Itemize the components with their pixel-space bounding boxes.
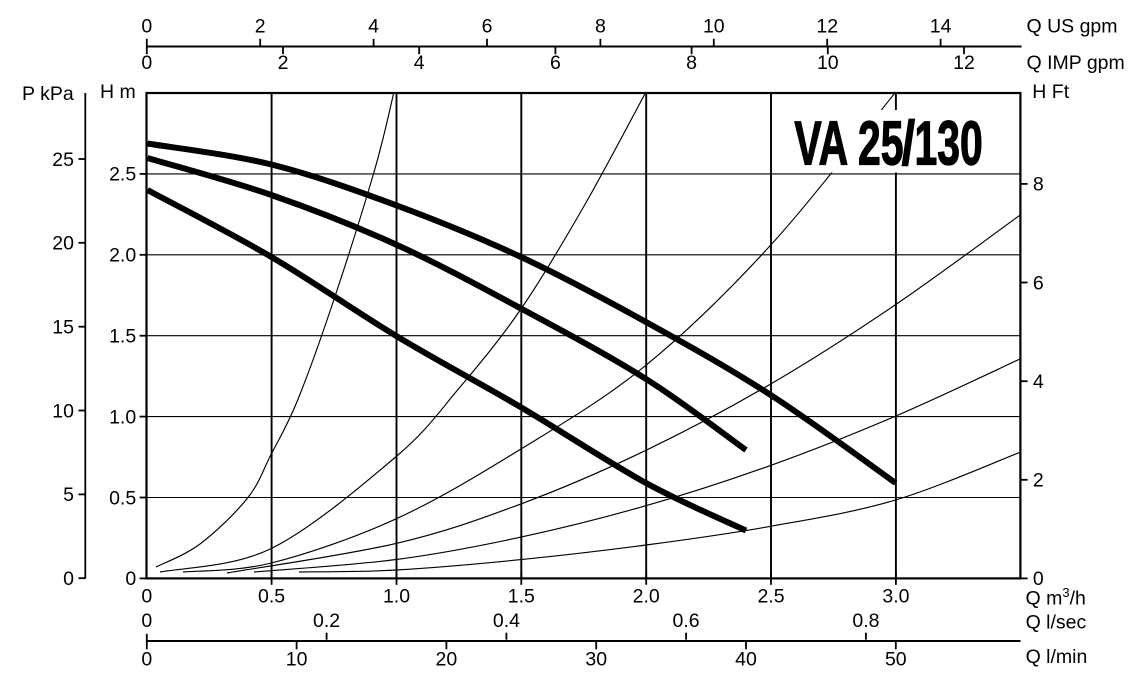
svg-text:0: 0 (141, 585, 152, 607)
svg-text:2.0: 2.0 (109, 245, 136, 267)
svg-text:1.5: 1.5 (508, 585, 535, 607)
svg-text:0: 0 (141, 649, 152, 671)
svg-text:0: 0 (141, 52, 152, 74)
svg-text:130: 130 (915, 109, 983, 179)
svg-text:4: 4 (368, 15, 379, 37)
svg-text:2.5: 2.5 (109, 164, 136, 186)
svg-text:20: 20 (436, 649, 458, 671)
svg-text:H m: H m (100, 81, 136, 103)
svg-text:2: 2 (278, 52, 289, 74)
svg-text:0.8: 0.8 (852, 610, 879, 632)
svg-text:12: 12 (816, 15, 838, 37)
svg-text:1.0: 1.0 (383, 585, 410, 607)
svg-text:2.0: 2.0 (633, 585, 660, 607)
svg-text:8: 8 (686, 52, 697, 74)
svg-text:0.4: 0.4 (493, 610, 520, 632)
svg-text:1.0: 1.0 (109, 406, 136, 428)
svg-text:0: 0 (125, 568, 136, 590)
svg-text:0: 0 (63, 568, 74, 590)
svg-text:50: 50 (885, 649, 907, 671)
svg-text:P kPa: P kPa (22, 83, 74, 105)
svg-text:8: 8 (1033, 174, 1044, 196)
svg-text:40: 40 (735, 649, 757, 671)
svg-text:0.5: 0.5 (258, 585, 285, 607)
svg-text:3.0: 3.0 (882, 585, 909, 607)
svg-text:30: 30 (585, 649, 607, 671)
svg-text:20: 20 (52, 233, 74, 255)
svg-text:Q l/sec: Q l/sec (1026, 612, 1087, 634)
svg-text:Q m3/h: Q m3/h (1026, 585, 1086, 610)
svg-text:Q l/min: Q l/min (1026, 646, 1088, 668)
svg-text:5: 5 (63, 484, 74, 506)
svg-text:10: 10 (817, 52, 839, 74)
svg-text:2: 2 (1033, 470, 1044, 492)
svg-text:Q IMP gpm: Q IMP gpm (1027, 52, 1125, 74)
svg-text:0: 0 (1033, 568, 1044, 590)
svg-text:0: 0 (141, 15, 152, 37)
svg-text:VA 25: VA 25 (794, 109, 903, 179)
svg-text:6: 6 (550, 52, 561, 74)
svg-text:Q US gpm: Q US gpm (1027, 15, 1118, 37)
svg-text:1.5: 1.5 (109, 326, 136, 348)
svg-text:0: 0 (141, 610, 152, 632)
svg-text:6: 6 (482, 15, 493, 37)
svg-text:4: 4 (1033, 371, 1044, 393)
svg-text:12: 12 (953, 52, 975, 74)
svg-text:H Ft: H Ft (1032, 81, 1069, 103)
svg-text:15: 15 (52, 317, 74, 339)
svg-text:2.5: 2.5 (757, 585, 784, 607)
svg-text:0.5: 0.5 (109, 487, 136, 509)
svg-text:0.2: 0.2 (313, 610, 340, 632)
svg-text:6: 6 (1033, 272, 1044, 294)
svg-text:2: 2 (255, 15, 266, 37)
svg-text:14: 14 (930, 15, 952, 37)
svg-text:10: 10 (703, 15, 725, 37)
svg-text:8: 8 (595, 15, 606, 37)
svg-text:25: 25 (52, 149, 74, 171)
svg-text:0.6: 0.6 (673, 610, 700, 632)
svg-text:4: 4 (414, 52, 425, 74)
svg-text:10: 10 (52, 400, 74, 422)
svg-text:10: 10 (286, 649, 308, 671)
